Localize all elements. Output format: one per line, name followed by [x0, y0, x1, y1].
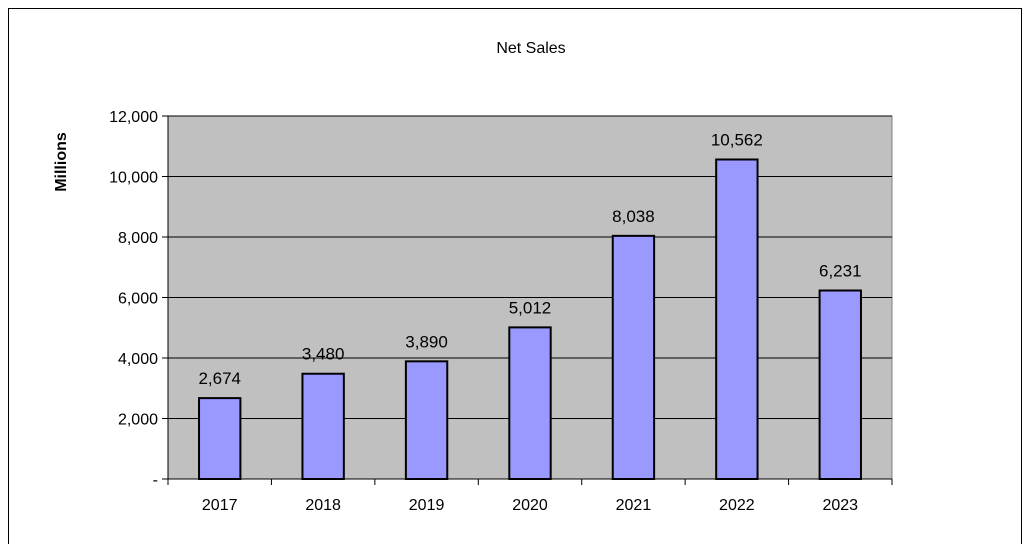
data-label-2018: 3,480	[302, 345, 345, 364]
x-tick-label-2018: 2018	[305, 497, 341, 514]
bar-2020	[508, 326, 552, 480]
y-tick-label: 6,000	[118, 291, 158, 308]
axes	[162, 115, 893, 485]
y-tick-label: 8,000	[118, 230, 158, 247]
bar-2017	[198, 397, 242, 481]
chart-title: Net Sales	[496, 40, 565, 57]
x-tick-label-2020: 2020	[512, 497, 548, 514]
data-label-2017: 2,674	[198, 369, 241, 388]
data-label-2020: 5,012	[509, 298, 552, 317]
y-tick-label: -	[153, 472, 158, 489]
bar-2022	[715, 158, 759, 480]
y-tick-label: 4,000	[118, 351, 158, 368]
x-tick-label-2021: 2021	[616, 497, 652, 514]
labels: - 2,000 4,000 6,000 8,000 10,000 12,000 2,674 20…	[109, 109, 861, 514]
y-tick-label: 10,000	[109, 170, 158, 187]
bar-2021	[611, 234, 656, 480]
bar-2019	[404, 360, 449, 481]
x-tick-label-2023: 2023	[822, 497, 858, 514]
data-label-2019: 3,890	[405, 332, 448, 351]
data-label-2021: 8,038	[612, 207, 655, 226]
y-tick-label: 12,000	[109, 109, 158, 126]
x-tick-label-2019: 2019	[409, 497, 445, 514]
x-tick-label-2022: 2022	[719, 497, 755, 514]
bar-2023	[818, 289, 862, 480]
x-tick-label-2017: 2017	[202, 497, 238, 514]
y-axis-label: Millions	[53, 132, 70, 192]
y-tick-label: 2,000	[118, 412, 158, 429]
data-label-2022: 10,562	[711, 130, 763, 149]
data-label-2023: 6,231	[819, 262, 862, 281]
bar-2018	[301, 372, 345, 481]
